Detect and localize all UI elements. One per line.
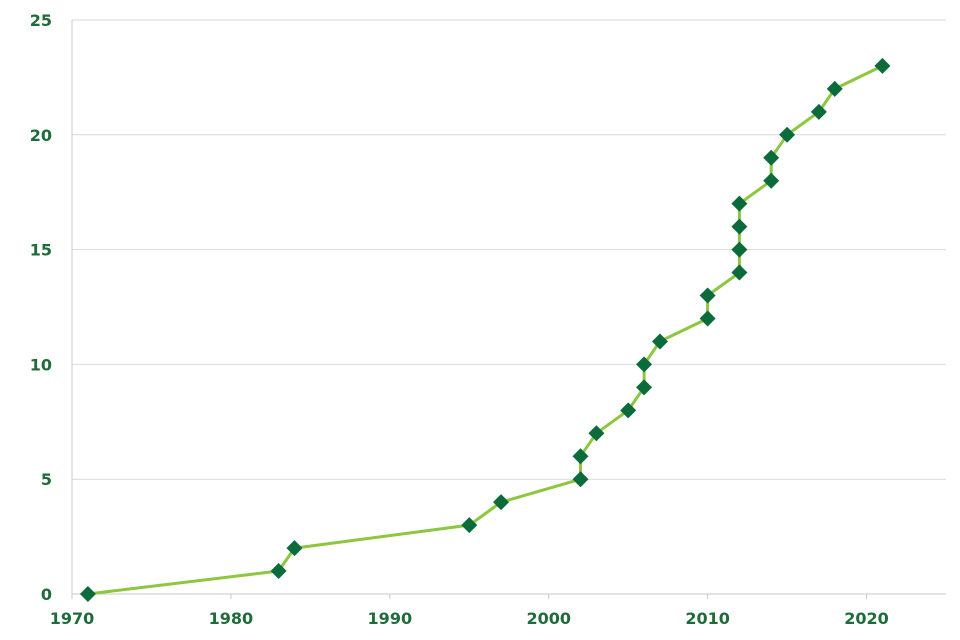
data-point-marker (572, 471, 589, 488)
data-point-marker (779, 126, 796, 143)
data-point-marker (731, 195, 748, 212)
y-tick-label: 5 (41, 470, 52, 489)
data-point-marker (286, 540, 303, 557)
data-points (79, 57, 891, 602)
x-tick-label: 2010 (685, 609, 730, 628)
y-tick-label: 15 (30, 241, 52, 260)
data-point-marker (620, 402, 637, 419)
data-point-marker (270, 563, 287, 580)
y-tick-labels: 0 5 10 15 20 25 (30, 11, 52, 604)
axes (71, 20, 946, 599)
y-tick-label: 20 (30, 126, 52, 145)
x-tick-label: 2020 (844, 609, 889, 628)
y-tick-label: 10 (30, 355, 52, 374)
data-point-marker (731, 264, 748, 281)
data-point-marker (731, 241, 748, 258)
series-line (87, 64, 884, 596)
data-point-marker (810, 103, 827, 120)
data-point-marker (826, 80, 843, 97)
data-point-marker (588, 425, 605, 442)
data-point-marker (731, 218, 748, 235)
x-tick-label: 1970 (50, 609, 95, 628)
y-tick-label: 0 (41, 585, 52, 604)
y-tick-label: 25 (30, 11, 52, 30)
data-point-marker (79, 586, 96, 602)
data-point-marker (699, 287, 716, 304)
x-tick-label: 1980 (209, 609, 254, 628)
x-tick-label: 2000 (526, 609, 571, 628)
data-point-marker (461, 517, 478, 534)
data-point-marker (763, 172, 780, 189)
data-point-marker (699, 310, 716, 327)
data-point-marker (651, 333, 668, 350)
data-point-marker (763, 149, 780, 166)
data-point-marker (493, 494, 510, 511)
data-point-marker (636, 356, 653, 373)
data-point-marker (636, 379, 653, 396)
data-point-marker (874, 57, 891, 74)
gridlines (72, 19, 946, 480)
series-line-layer (87, 64, 884, 596)
data-point-marker (572, 448, 589, 465)
x-tick-label: 1990 (368, 609, 413, 628)
x-tick-labels: 1970 1980 1990 2000 2010 2020 (50, 609, 889, 628)
